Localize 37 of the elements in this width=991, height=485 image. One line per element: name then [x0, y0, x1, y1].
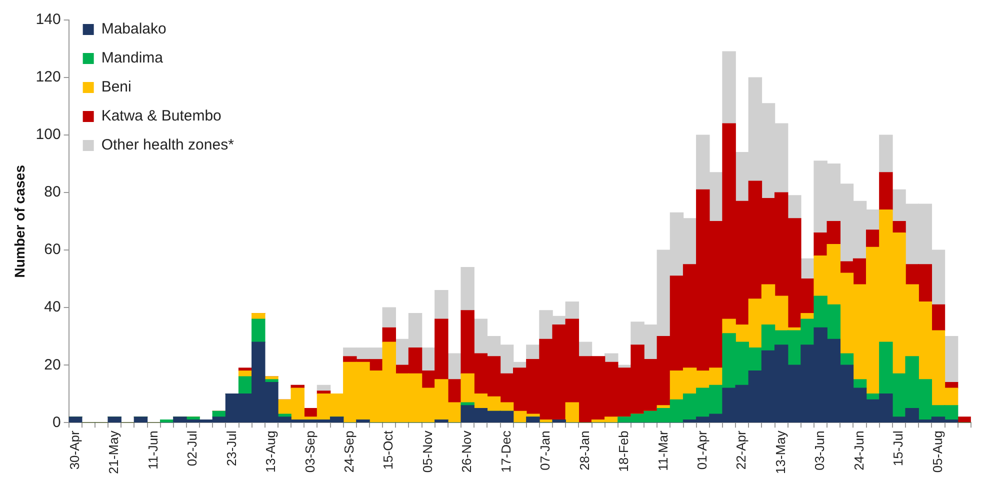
y-tick-label: 80	[44, 184, 61, 201]
y-axis-title: Number of cases	[11, 164, 28, 278]
x-tick-label: 07-Jan	[538, 430, 553, 470]
x-tick-label: 11-Mar	[655, 430, 670, 471]
x-tick-label: 13-May	[772, 430, 788, 474]
y-tick-label: 40	[44, 298, 61, 316]
x-tick-label: 22-Apr	[734, 430, 749, 470]
x-tick-label: 03-Jun	[812, 430, 828, 470]
y-tick-label: 120	[36, 68, 61, 86]
y-tick-label: 140	[36, 11, 61, 28]
legend-label: Mabalako	[101, 20, 166, 38]
x-tick-label: 15-Oct	[380, 430, 396, 470]
x-tick-label: 30-Apr	[66, 430, 82, 470]
x-tick-label: 02-Jul	[184, 430, 200, 466]
x-tick-label: 28-Jan	[576, 430, 592, 470]
x-tick-label: 03-Sep	[302, 430, 318, 473]
x-tick-label: 17-Dec	[498, 430, 514, 473]
y-tick-label: 100	[36, 126, 61, 144]
x-tick-label: 24-Sep	[341, 430, 356, 473]
x-tick-label: 15-Jul	[890, 430, 906, 466]
x-tick-label: 13-Aug	[263, 430, 278, 473]
x-tick-label: 26-Nov	[459, 430, 474, 473]
y-tick-label: 20	[44, 356, 61, 374]
legend-label: Katwa & Butembo	[101, 108, 222, 125]
legend-label: Mandima	[101, 50, 164, 67]
x-tick-label: 11-Jun	[145, 430, 160, 470]
x-tick-label: 24-Jun	[851, 430, 866, 470]
x-tick-label: 05-Nov	[420, 430, 435, 473]
x-tick-label: 18-Feb	[616, 430, 632, 472]
y-tick-label: 60	[44, 241, 61, 258]
x-tick-label: 05-Aug	[930, 430, 945, 473]
x-tick-label: 01-Apr	[694, 430, 710, 470]
x-tick-label: 23-Jul	[224, 430, 239, 466]
x-tick-label: 21-May	[106, 430, 122, 474]
y-tick-label: 0	[52, 414, 61, 431]
legend-label: Other health zones*	[101, 136, 234, 154]
legend-label: Beni	[101, 78, 132, 96]
